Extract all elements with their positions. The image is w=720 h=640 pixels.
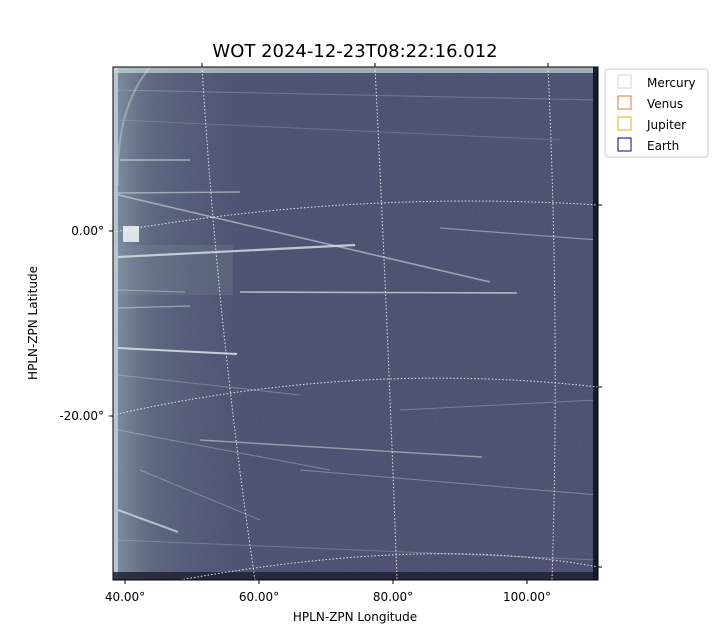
image-streak — [439, 227, 598, 241]
image-streak — [117, 191, 241, 194]
image-border-bottom — [113, 572, 598, 580]
chart-title: WOT 2024-12-23T08:22:16.012 — [212, 41, 497, 62]
plot-frame — [112, 66, 599, 581]
coordinate-grid — [113, 67, 598, 580]
legend: Mercury Venus Jupiter Earth — [604, 68, 709, 158]
x-tick-label: 80.00° — [373, 590, 413, 604]
image-streak — [139, 469, 261, 521]
image-streak — [117, 243, 356, 259]
image-streak — [117, 119, 561, 141]
grid-parallel — [113, 200, 598, 233]
image-streak — [117, 509, 179, 533]
legend-swatch — [617, 116, 632, 131]
y-axis-ticks: 0.00° -20.00° — [59, 224, 113, 423]
image-streak — [117, 305, 191, 309]
right-axis-ticks — [201, 63, 602, 568]
y-tick-label: -20.00° — [59, 409, 104, 423]
image-streak — [117, 429, 331, 471]
grid-parallel — [113, 377, 598, 416]
legend-frame — [604, 68, 709, 158]
image-streak — [199, 439, 483, 458]
x-tick-label: 60.00° — [239, 590, 279, 604]
x-axis-label: HPLN-ZPN Longitude — [293, 610, 417, 624]
x-tick-label: 100.00° — [503, 590, 551, 604]
legend-swatch — [617, 95, 632, 110]
image-streak — [399, 399, 598, 411]
y-tick-label: 0.00° — [71, 224, 104, 238]
plot-area — [113, 67, 598, 580]
grid-meridian — [374, 67, 398, 580]
image-border-left — [113, 67, 118, 580]
legend-swatch — [617, 74, 632, 89]
grid-meridian — [547, 67, 556, 580]
image-streak — [117, 374, 301, 396]
image-bright-object — [123, 226, 139, 242]
y-axis-label: HPLN-ZPN Latitude — [26, 266, 40, 380]
legend-swatch — [617, 137, 632, 152]
grid-meridian — [201, 67, 256, 580]
image-streak — [117, 89, 598, 101]
legend-label: Jupiter — [646, 118, 686, 132]
grid-parallel — [179, 553, 598, 580]
x-axis-ticks: 40.00° 60.00° 80.00° 100.00° — [105, 580, 551, 604]
image-edge-glow — [113, 67, 598, 580]
image-streak — [239, 291, 518, 294]
image-streak — [299, 469, 598, 496]
image-streak — [117, 289, 186, 293]
legend-label: Venus — [647, 97, 683, 111]
image-border-top — [113, 67, 598, 73]
legend-label: Earth — [647, 139, 679, 153]
image-streak — [117, 347, 238, 355]
image-streak — [117, 194, 491, 283]
x-tick-label: 40.00° — [105, 590, 145, 604]
image-border-right — [593, 67, 598, 580]
legend-label: Mercury — [647, 76, 696, 90]
